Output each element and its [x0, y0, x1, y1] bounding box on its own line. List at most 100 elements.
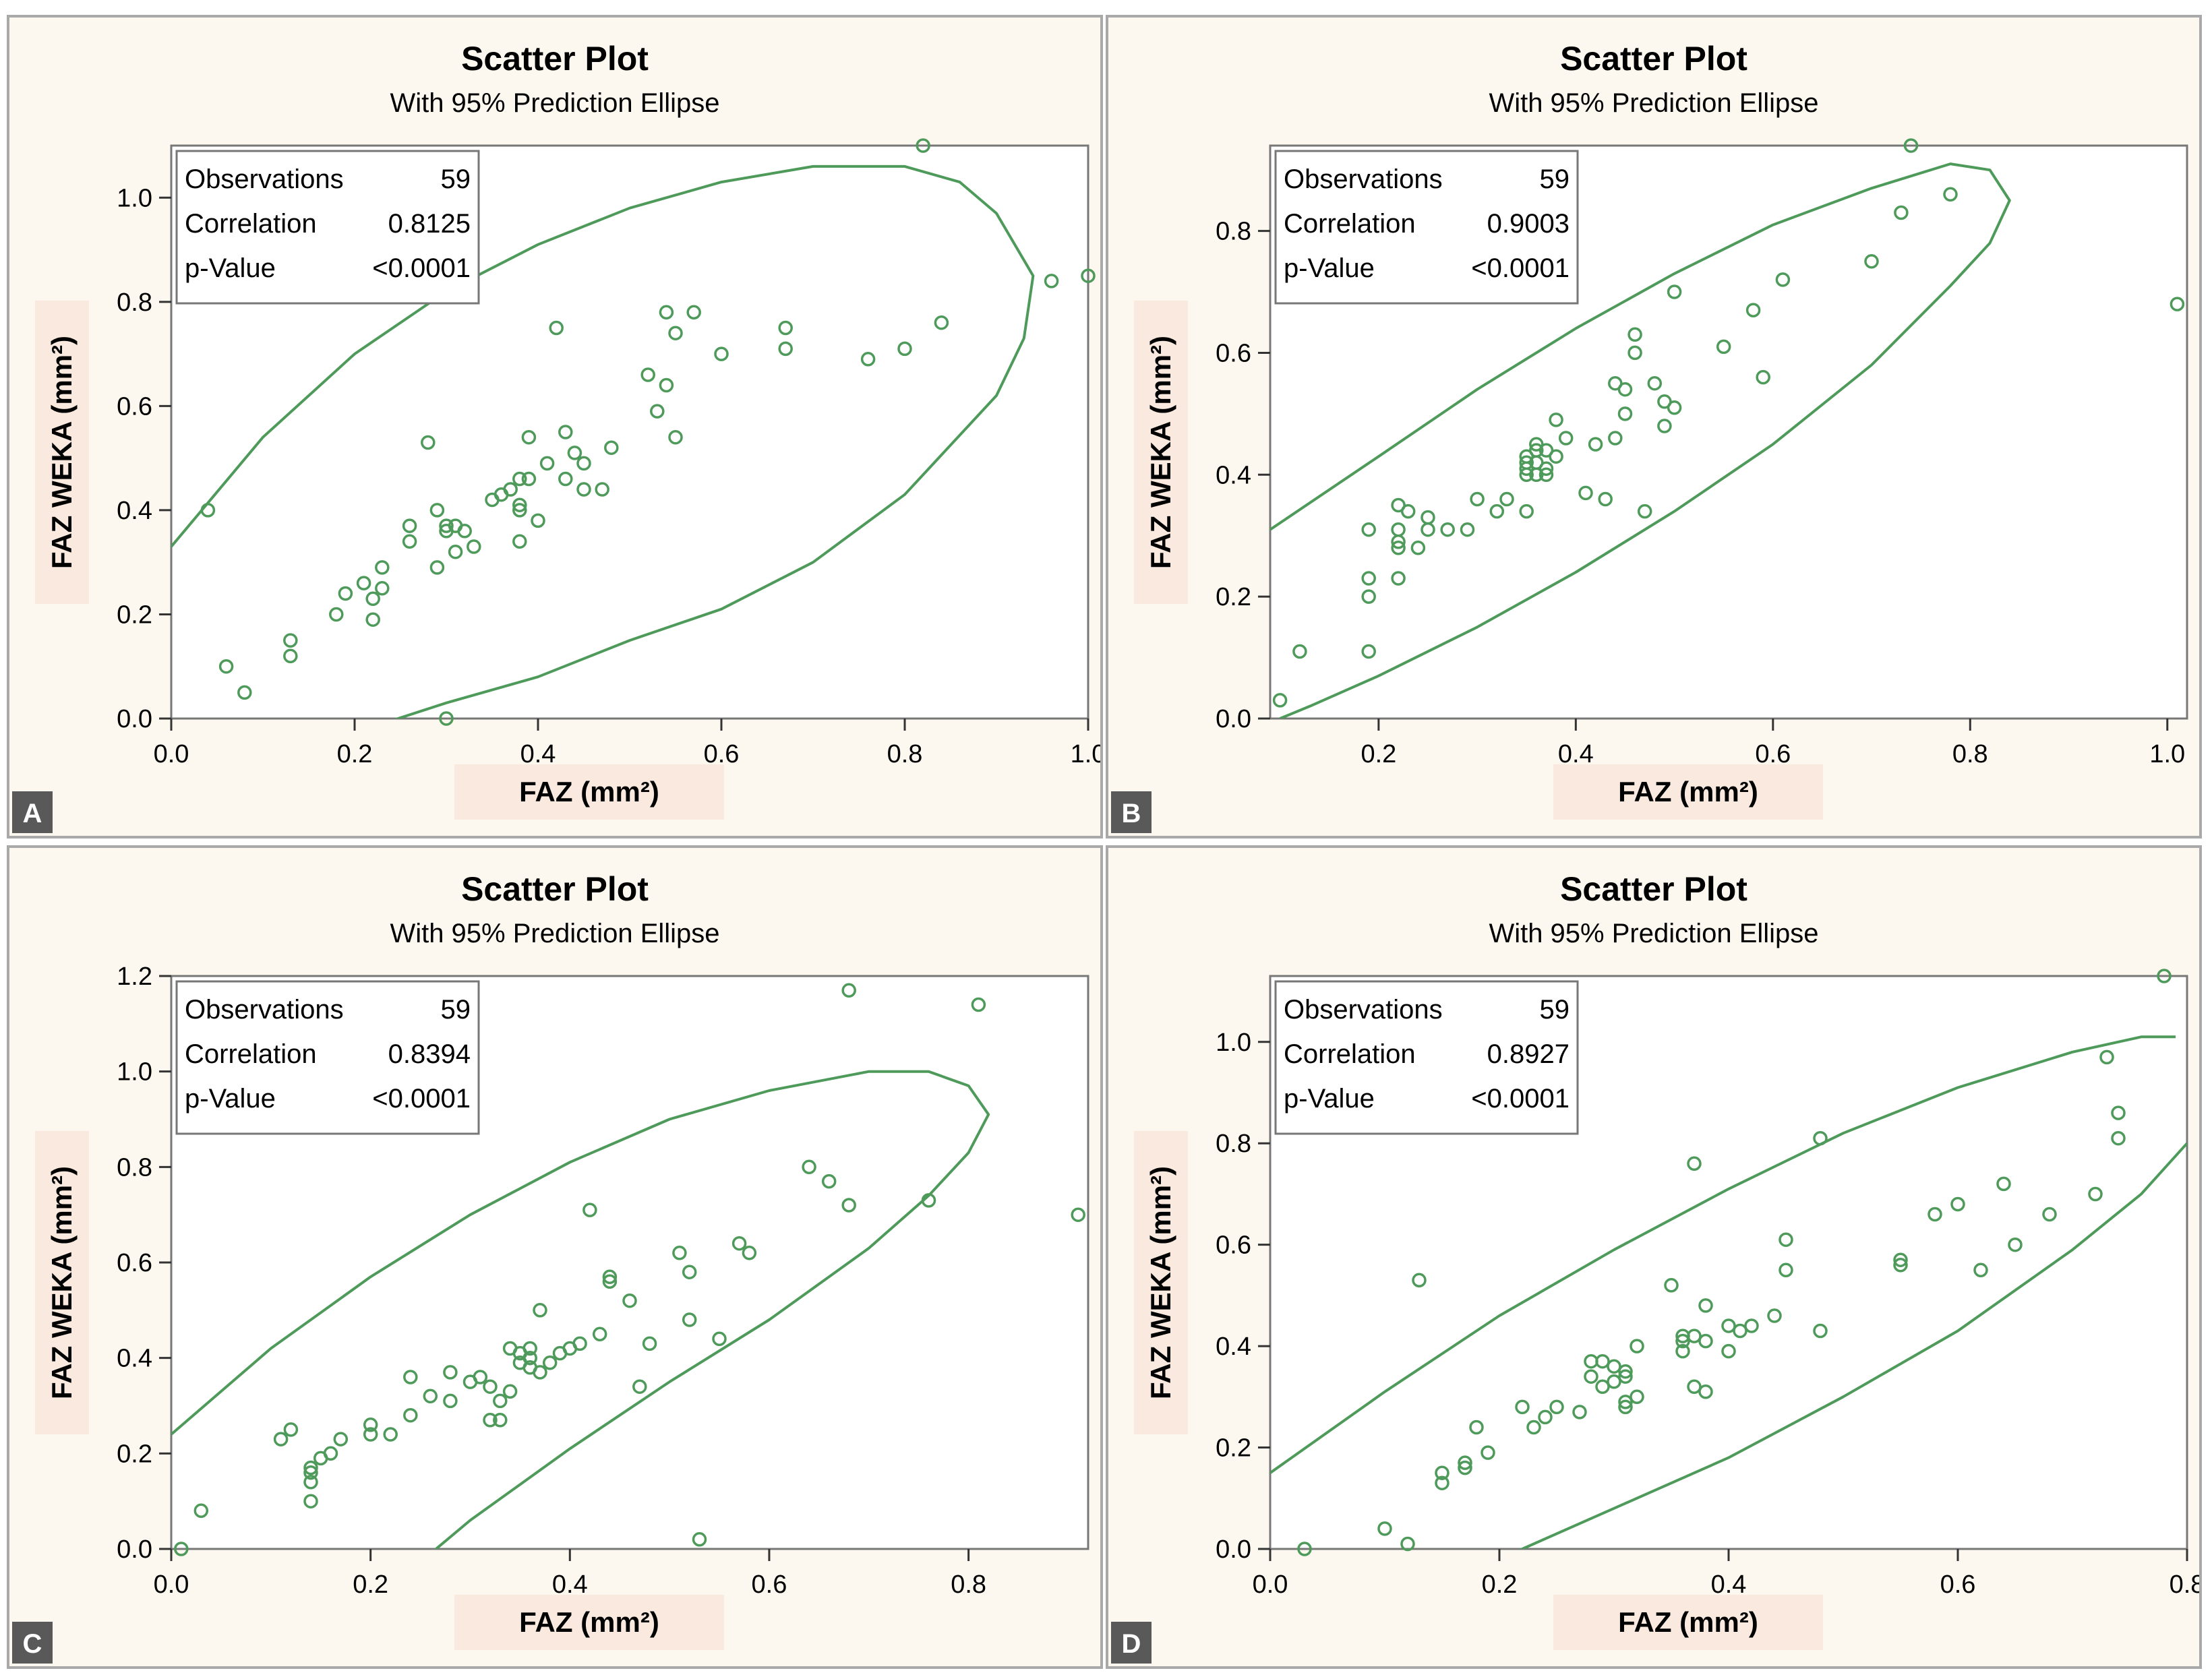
- x-tick-label: 0.8: [887, 740, 923, 768]
- data-point: [1519, 455, 1534, 470]
- data-point: [503, 482, 518, 497]
- data-point: [1529, 443, 1544, 458]
- data-point: [283, 1422, 299, 1437]
- data-point: [1526, 1420, 1541, 1435]
- data-point: [512, 497, 527, 512]
- data-point: [582, 1202, 597, 1217]
- chart-subtitle: With 95% Prediction Ellipse: [1489, 88, 1818, 118]
- data-point: [283, 633, 298, 648]
- data-point: [921, 1193, 936, 1208]
- data-point: [303, 1460, 318, 1475]
- stats-label: Correlation: [1284, 1039, 1416, 1069]
- data-point: [429, 560, 445, 575]
- panel-b: Scatter Plot With 95% Prediction Ellipse 0…: [1106, 15, 2202, 838]
- data-point: [1721, 1343, 1736, 1359]
- data-point: [1618, 1369, 1633, 1384]
- data-point: [402, 518, 417, 533]
- data-point: [493, 1413, 508, 1428]
- data-point: [778, 320, 793, 336]
- stats-label: Observations: [1284, 164, 1443, 194]
- data-point: [567, 446, 582, 460]
- data-point: [640, 367, 655, 382]
- y-tick-label: 0.8: [117, 1153, 152, 1182]
- panel-c: Scatter Plot With 95% Prediction Ellipse 0…: [7, 845, 1103, 1669]
- data-point: [512, 471, 527, 487]
- data-point: [522, 1350, 537, 1366]
- data-point: [731, 1236, 747, 1251]
- data-point: [558, 425, 573, 439]
- chart-subtitle: With 95% Prediction Ellipse: [390, 919, 719, 948]
- data-point: [1081, 268, 1096, 283]
- data-point: [403, 1407, 418, 1423]
- data-point: [712, 1331, 727, 1347]
- data-point: [521, 471, 537, 487]
- x-tick-label: 0.4: [1711, 1571, 1747, 1599]
- data-point: [1618, 1395, 1633, 1409]
- data-point: [338, 586, 353, 601]
- data-point: [1903, 138, 1919, 153]
- prediction-ellipse-lower: [1519, 1142, 2187, 1549]
- data-point: [363, 1427, 378, 1442]
- data-point: [542, 1355, 558, 1370]
- data-point: [1767, 1308, 1782, 1323]
- data-point: [1400, 1536, 1415, 1552]
- data-point: [1460, 522, 1475, 537]
- data-point: [1595, 1379, 1610, 1395]
- x-tick-label: 0.0: [1253, 1571, 1288, 1599]
- data-point: [303, 1494, 318, 1508]
- y-tick-label: 1.0: [117, 1058, 152, 1087]
- data-point: [2099, 1049, 2114, 1065]
- data-point: [200, 503, 216, 518]
- prediction-ellipse: [171, 1070, 990, 1549]
- x-tick-label: 0.6: [752, 1571, 787, 1599]
- data-point: [778, 341, 793, 357]
- data-point: [692, 1532, 707, 1547]
- data-point: [592, 1327, 607, 1342]
- y-tick-label: 0.6: [117, 1249, 152, 1277]
- stats-label: p-Value: [185, 253, 276, 283]
- y-axis-label: FAZ WEKA (mm²): [46, 336, 78, 569]
- chart-title: Scatter Plot: [1560, 40, 1747, 78]
- data-point: [443, 1393, 458, 1409]
- data-point: [365, 591, 380, 607]
- data-point: [602, 1269, 618, 1285]
- y-tick-label: 0.2: [1216, 1434, 1251, 1463]
- y-tick-label: 0.2: [117, 1440, 152, 1468]
- stats-label: Observations: [185, 995, 344, 1025]
- data-point: [1744, 1318, 1759, 1333]
- chart-title: Scatter Plot: [461, 870, 649, 908]
- stats-box: [1274, 980, 1579, 1135]
- data-point: [1481, 1445, 1495, 1460]
- stats-box: [175, 980, 480, 1135]
- data-point: [686, 305, 701, 320]
- y-tick-label: 0.0: [117, 705, 152, 733]
- data-point: [1470, 491, 1485, 507]
- stats-value: 0.8927: [1487, 1039, 1570, 1069]
- data-point: [1538, 467, 1554, 483]
- x-tick-label: 0.2: [1361, 740, 1396, 768]
- data-point: [1627, 345, 1642, 361]
- data-point: [1458, 1460, 1472, 1475]
- data-point: [1391, 571, 1406, 586]
- x-tick-label: 0.8: [1952, 740, 1988, 768]
- stats-label: Correlation: [185, 1039, 317, 1069]
- data-point: [595, 482, 609, 497]
- y-tick-label: 0.8: [117, 288, 152, 317]
- panel-label: A: [23, 799, 42, 828]
- chart-d: Scatter Plot With 95% Prediction Ellipse 0…: [1111, 870, 2199, 1664]
- y-tick-label: 0.6: [117, 392, 152, 421]
- y-label-band: [35, 1131, 89, 1434]
- x-tick-label: 0.2: [337, 740, 373, 768]
- data-point: [1618, 1399, 1633, 1415]
- y-tick-label: 0.4: [117, 1345, 152, 1373]
- data-point: [375, 560, 390, 575]
- stats-value: 0.8394: [388, 1039, 471, 1069]
- data-point: [1617, 382, 1633, 397]
- data-point: [502, 1384, 518, 1399]
- y-tick-label: 0.0: [1216, 705, 1251, 733]
- data-point: [1756, 369, 1770, 385]
- data-point: [421, 435, 436, 450]
- data-point: [531, 513, 545, 528]
- data-point: [650, 404, 665, 419]
- data-point: [1608, 431, 1623, 446]
